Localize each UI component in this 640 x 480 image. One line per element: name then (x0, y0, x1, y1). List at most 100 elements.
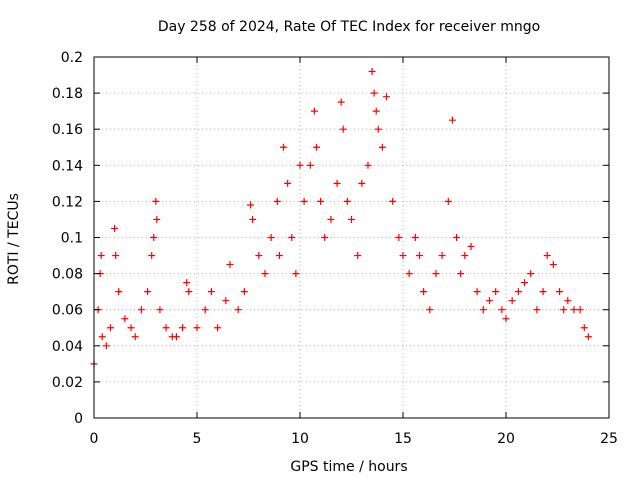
data-point (498, 306, 506, 314)
data-point (420, 288, 428, 296)
data-point (453, 234, 461, 241)
data-point (111, 224, 119, 232)
data-point (374, 125, 382, 133)
data-point (438, 252, 446, 260)
data-point (364, 161, 372, 169)
data-point (502, 315, 510, 323)
y-tick-label: 0.14 (52, 158, 83, 174)
data-point (222, 297, 230, 305)
data-point (310, 107, 318, 115)
data-point (102, 342, 110, 350)
data-point (543, 252, 551, 260)
data-point (148, 252, 156, 260)
data-point (348, 215, 355, 223)
data-point (358, 179, 366, 187)
x-tick-labels: 0 5 10 15 20 25 (90, 431, 618, 447)
grid-lines (94, 57, 609, 418)
x-tick-label: 5 (193, 431, 202, 447)
data-point (273, 197, 281, 205)
y-tick-label: 0.02 (52, 375, 83, 391)
data-point (461, 252, 469, 260)
data-point (183, 279, 191, 287)
y-tick-label: 0.2 (61, 50, 83, 66)
data-point (153, 215, 161, 223)
data-point (457, 270, 465, 278)
y-tick-labels: 0 0.02 0.04 0.06 0.08 0.1 0.12 0.14 0.16 0.18 0.2 (52, 50, 83, 427)
data-point (131, 333, 139, 341)
data-point (580, 324, 588, 332)
data-point (162, 324, 170, 332)
data-point (317, 197, 325, 205)
data-point (339, 125, 347, 133)
data-point (185, 288, 193, 296)
data-point (508, 297, 516, 305)
data-point (300, 197, 308, 205)
data-point (389, 197, 397, 205)
data-point (372, 107, 380, 115)
plot-frame (93, 56, 610, 419)
data-point (137, 306, 145, 314)
data-point (415, 252, 423, 260)
data-point (432, 270, 440, 278)
data-point (399, 252, 407, 260)
data-point (337, 98, 345, 106)
y-tick-label: 0.18 (52, 86, 83, 102)
data-point (247, 201, 255, 209)
x-tick-label: 20 (497, 431, 515, 447)
data-point (121, 315, 129, 323)
data-point (226, 261, 234, 269)
data-point (127, 324, 135, 332)
data-point (312, 143, 320, 151)
data-point (368, 67, 376, 75)
data-point (112, 252, 120, 260)
data-point (249, 215, 257, 223)
y-tick-label: 0 (74, 411, 83, 427)
data-points (90, 67, 592, 368)
data-point (152, 197, 160, 205)
x-tick-label: 10 (291, 431, 309, 447)
data-point (333, 179, 341, 187)
data-point (193, 324, 201, 332)
data-point (395, 234, 403, 241)
y-tick-label: 0.04 (52, 339, 83, 355)
x-tick-label: 15 (394, 431, 412, 447)
data-point (564, 297, 572, 305)
data-point (514, 288, 522, 296)
data-point (378, 143, 386, 151)
data-point (97, 252, 105, 260)
chart-title: Day 258 of 2024, Rate Of TEC Index for r… (158, 19, 540, 35)
data-point (527, 270, 535, 278)
data-point (240, 288, 248, 296)
data-point (327, 215, 335, 223)
data-point (207, 288, 215, 296)
y-tick-label: 0.12 (52, 194, 83, 210)
data-point (321, 234, 329, 241)
data-point (411, 234, 419, 241)
axis-ticks (93, 56, 610, 419)
data-point (533, 306, 541, 314)
data-point (172, 333, 180, 341)
data-point (214, 324, 222, 332)
data-point (201, 306, 209, 314)
x-tick-label: 25 (600, 431, 618, 447)
data-point (150, 234, 158, 241)
data-point (306, 161, 314, 169)
data-point (486, 297, 494, 305)
data-point (354, 252, 362, 260)
data-point (98, 333, 106, 341)
data-point (539, 288, 547, 296)
data-point (292, 270, 300, 278)
y-axis-title: ROTI / TECUs (6, 193, 22, 285)
data-point (492, 288, 500, 296)
data-point (255, 252, 263, 260)
data-point (156, 306, 164, 314)
data-point (106, 324, 114, 332)
data-point (370, 89, 378, 97)
data-point (584, 333, 592, 341)
data-point (179, 324, 187, 332)
data-point (267, 234, 275, 241)
data-point (560, 306, 568, 314)
y-tick-label: 0.08 (52, 267, 83, 283)
data-point (144, 288, 152, 296)
